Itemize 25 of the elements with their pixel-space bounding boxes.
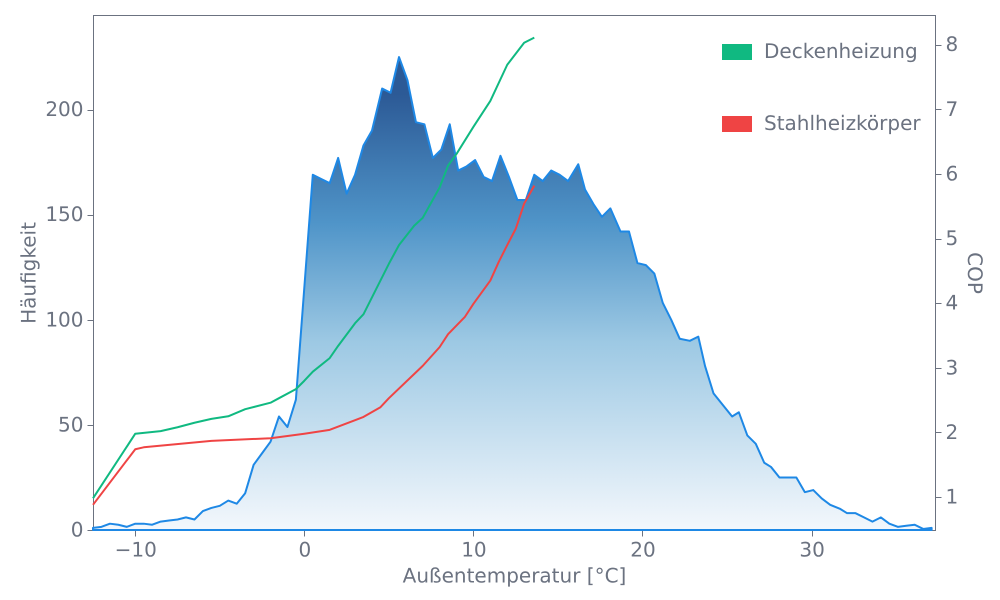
y2-tick-label: 4 bbox=[946, 290, 958, 315]
y-tick-label: 200 bbox=[45, 97, 84, 122]
y-tick-label: 0 bbox=[70, 518, 84, 542]
y2-tick-label: 7 bbox=[946, 96, 958, 121]
x-tick-label: 0 bbox=[298, 538, 312, 562]
y2-tick-label: 1 bbox=[946, 484, 958, 509]
y-tick-label: 150 bbox=[45, 202, 84, 226]
line-series bbox=[92, 184, 536, 506]
line-series bbox=[92, 36, 536, 500]
y2-tick-label: 5 bbox=[946, 226, 958, 250]
x-tick-label: 20 bbox=[630, 538, 656, 562]
x-tick-label: 30 bbox=[799, 538, 825, 562]
x-tick-label: −10 bbox=[114, 538, 157, 562]
legend-label: Deckenheizung bbox=[764, 39, 918, 63]
y-axis-title: Häufigkeit bbox=[16, 222, 40, 324]
y2-axis-title: COP bbox=[963, 252, 988, 294]
x-tick-label: 10 bbox=[461, 538, 487, 562]
y2-tick-label: 3 bbox=[946, 355, 958, 380]
y-tick-label: 100 bbox=[45, 307, 84, 332]
x-axis-title: Außentemperatur [°C] bbox=[402, 564, 626, 588]
y2-tick-label: 6 bbox=[946, 161, 958, 186]
y2-tick-label: 8 bbox=[946, 32, 958, 56]
y-tick-label: 50 bbox=[58, 412, 84, 436]
legend-label: Stahlheizkörper bbox=[764, 111, 922, 135]
y2-tick-label: 2 bbox=[946, 420, 958, 444]
